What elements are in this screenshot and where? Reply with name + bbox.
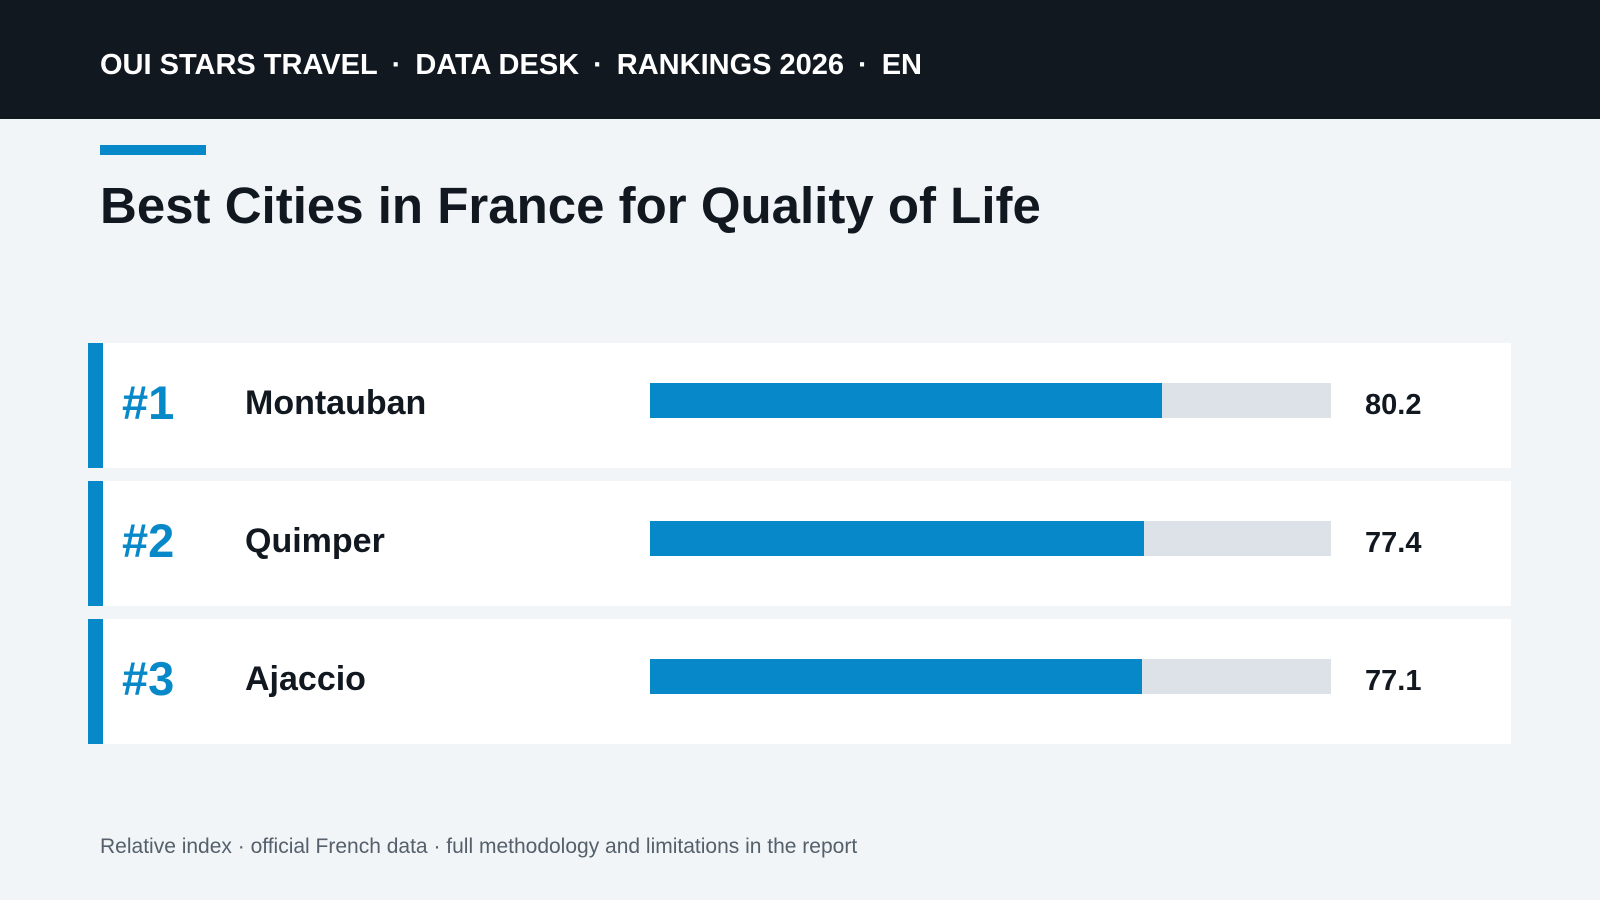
ranking-row: #3 Ajaccio 77.1 bbox=[88, 619, 1511, 744]
title-accent-bar bbox=[100, 145, 206, 155]
brand-separator: · bbox=[593, 49, 603, 81]
row-accent-edge bbox=[88, 481, 103, 606]
rank-number: #1 bbox=[122, 376, 175, 429]
score-value: 77.1 bbox=[1365, 665, 1422, 697]
score-bar-track bbox=[650, 659, 1331, 694]
score-value: 77.4 bbox=[1365, 527, 1422, 559]
row-accent-edge bbox=[88, 343, 103, 468]
score-bar-track bbox=[650, 383, 1331, 418]
brand-line: OUI STARS TRAVEL · DATA DESK · RANKINGS 2026… bbox=[100, 47, 922, 83]
rank-number: #2 bbox=[122, 514, 175, 567]
page-title: Best Cities in France for Quality of Lif… bbox=[100, 177, 1041, 234]
row-accent-edge bbox=[88, 619, 103, 744]
score-bar bbox=[650, 383, 1162, 418]
brand-separator: · bbox=[391, 49, 402, 81]
city-name: Quimper bbox=[245, 522, 385, 560]
brand-name: OUI STARS TRAVEL bbox=[100, 49, 378, 81]
ranking-row: #1 Montauban 80.2 bbox=[88, 343, 1511, 468]
score-bar bbox=[650, 521, 1144, 556]
city-name: Montauban bbox=[245, 384, 427, 422]
edition-name: RANKINGS 2026 bbox=[616, 49, 845, 81]
city-name: Ajaccio bbox=[245, 660, 366, 698]
score-value: 80.2 bbox=[1365, 389, 1422, 421]
ranking-row: #2 Quimper 77.4 bbox=[88, 481, 1511, 606]
rank-number: #3 bbox=[122, 652, 175, 705]
top-bar: OUI STARS TRAVEL · DATA DESK · RANKINGS 2026… bbox=[0, 0, 1600, 119]
score-bar-track bbox=[650, 521, 1331, 556]
section-name: DATA DESK bbox=[415, 49, 580, 81]
language-code: EN bbox=[881, 49, 923, 81]
methodology-footnote: Relative index · official French data · … bbox=[100, 835, 858, 858]
score-bar bbox=[650, 659, 1142, 694]
brand-separator: · bbox=[858, 49, 868, 81]
